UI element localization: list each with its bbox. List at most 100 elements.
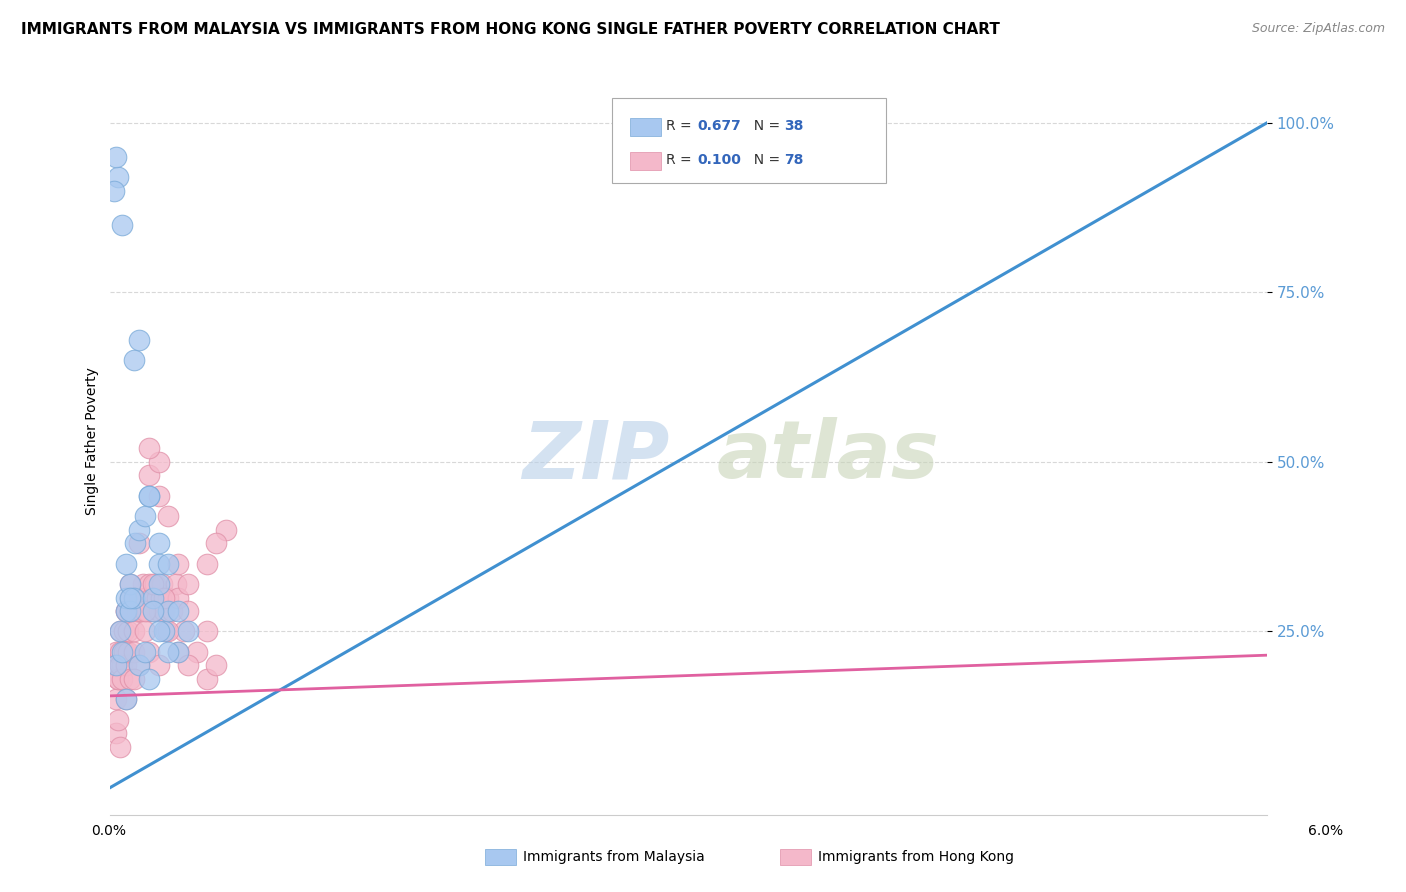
Point <box>142 577 165 591</box>
Point <box>122 645 145 659</box>
Point <box>128 523 150 537</box>
Point <box>157 645 180 659</box>
Point <box>114 658 136 673</box>
Point <box>124 591 146 605</box>
Point <box>105 692 128 706</box>
Point <box>167 645 190 659</box>
Point <box>149 591 172 605</box>
Point <box>205 658 228 673</box>
Point <box>122 591 145 605</box>
Point <box>132 577 155 591</box>
Point <box>103 658 125 673</box>
Point <box>114 604 136 618</box>
Point <box>117 624 139 639</box>
Point <box>195 624 218 639</box>
Point <box>114 591 136 605</box>
Point <box>176 604 198 618</box>
Point <box>142 604 165 618</box>
Point <box>157 509 180 524</box>
Point <box>114 604 136 618</box>
Point <box>186 645 208 659</box>
Point <box>128 658 150 673</box>
Point <box>114 557 136 571</box>
Point <box>108 658 131 673</box>
Point <box>142 604 165 618</box>
Point <box>134 645 156 659</box>
Point <box>157 624 180 639</box>
Point <box>148 604 170 618</box>
Point <box>124 536 146 550</box>
Point <box>107 672 129 686</box>
Point <box>167 591 190 605</box>
Point <box>128 333 150 347</box>
Point <box>155 624 177 639</box>
Text: 38: 38 <box>785 120 804 133</box>
Point <box>114 645 136 659</box>
Point <box>138 442 160 456</box>
Point <box>215 523 238 537</box>
Point <box>121 604 143 618</box>
Point <box>114 604 136 618</box>
Point <box>148 455 170 469</box>
Point <box>153 591 176 605</box>
Point <box>118 604 141 618</box>
Point <box>118 591 141 605</box>
Point <box>118 604 141 618</box>
Point <box>122 353 145 368</box>
Text: 0.100: 0.100 <box>697 153 741 168</box>
Point <box>128 658 150 673</box>
Point <box>176 658 198 673</box>
Point <box>117 645 139 659</box>
Point <box>105 658 128 673</box>
Text: N =: N = <box>745 120 785 133</box>
Point <box>134 604 156 618</box>
Point <box>114 692 136 706</box>
Point <box>173 624 195 639</box>
Point <box>195 557 218 571</box>
Point <box>112 624 135 639</box>
Text: 78: 78 <box>785 153 804 168</box>
Text: Immigrants from Hong Kong: Immigrants from Hong Kong <box>818 850 1014 864</box>
Point <box>105 726 128 740</box>
Point <box>118 577 141 591</box>
Point <box>107 169 129 184</box>
Point <box>118 672 141 686</box>
Text: R =: R = <box>666 153 696 168</box>
Point <box>138 577 160 591</box>
Point <box>118 591 141 605</box>
Text: 0.677: 0.677 <box>697 120 741 133</box>
Text: R =: R = <box>666 120 696 133</box>
Point <box>122 624 145 639</box>
Point <box>139 591 162 605</box>
Point <box>107 713 129 727</box>
Point <box>148 536 170 550</box>
Text: Immigrants from Malaysia: Immigrants from Malaysia <box>523 850 704 864</box>
Point <box>195 672 218 686</box>
Point <box>142 591 165 605</box>
Point <box>153 604 176 618</box>
Text: atlas: atlas <box>716 417 939 495</box>
Point <box>112 645 135 659</box>
Text: 0.0%: 0.0% <box>91 824 127 838</box>
Point <box>143 577 166 591</box>
Point <box>165 577 187 591</box>
Point <box>138 672 160 686</box>
Point <box>138 489 160 503</box>
Point <box>157 604 180 618</box>
Point <box>176 577 198 591</box>
Point <box>160 604 183 618</box>
Point <box>105 645 128 659</box>
Point <box>111 658 134 673</box>
Point <box>148 658 170 673</box>
Point <box>111 672 134 686</box>
Text: 6.0%: 6.0% <box>1308 824 1343 838</box>
Point <box>138 489 160 503</box>
Text: N =: N = <box>745 153 785 168</box>
Point <box>128 536 150 550</box>
Point <box>167 645 190 659</box>
Point <box>167 557 190 571</box>
Point <box>129 604 152 618</box>
Text: IMMIGRANTS FROM MALAYSIA VS IMMIGRANTS FROM HONG KONG SINGLE FATHER POVERTY CORR: IMMIGRANTS FROM MALAYSIA VS IMMIGRANTS F… <box>21 22 1000 37</box>
Point <box>138 468 160 483</box>
Point <box>111 218 134 232</box>
